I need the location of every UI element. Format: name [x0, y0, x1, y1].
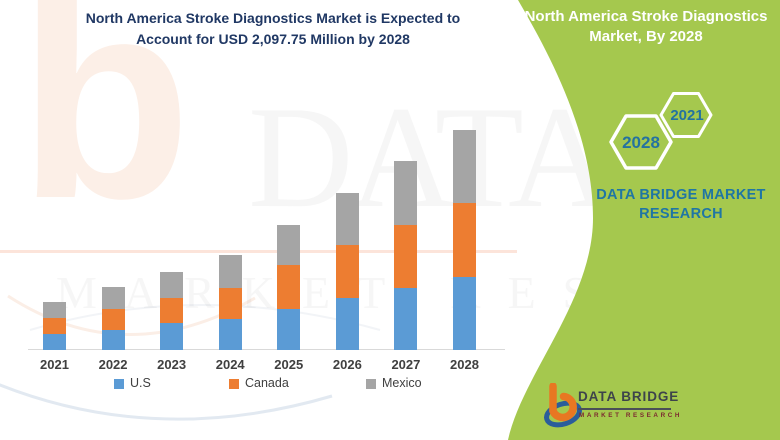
bar-segment-us-2027 [394, 287, 418, 350]
bar-segment-us-2021 [43, 334, 66, 350]
bar-segment-us-2028 [452, 276, 476, 350]
x-axis-line [28, 349, 505, 350]
side-panel-brand-line2: RESEARCH [639, 206, 723, 222]
bar-segment-canada-2026 [335, 245, 359, 298]
legend-swatch-mexico-icon [366, 379, 376, 389]
hexagon-2028-icon [609, 114, 673, 170]
side-panel-brand-line1: DATA BRIDGE MARKET [596, 187, 766, 203]
bar-segment-canada-2028 [452, 203, 476, 277]
legend-label-mexico: Mexico [382, 376, 422, 390]
watermark-stripe [0, 250, 517, 253]
watermark-b-letter: b [18, 0, 192, 258]
x-axis-label-2023: 2023 [157, 357, 187, 372]
x-axis-label-2025: 2025 [274, 357, 304, 372]
bar-segment-canada-2022 [101, 309, 125, 330]
bar-segment-us-2026 [335, 297, 359, 350]
x-axis-label-2028: 2028 [450, 357, 479, 372]
side-panel-heading-line2: Market, By 2028 [589, 28, 703, 45]
hexagon-2028-label: 2028 [622, 133, 660, 152]
bar-segment-us-2024 [218, 318, 242, 350]
hexagon-2021-label: 2021 [670, 107, 704, 124]
green-panel-shape [508, 0, 780, 440]
bar-segment-canada-2024 [218, 287, 242, 319]
bar-segment-us-2023 [160, 323, 184, 350]
x-axis-label-2027: 2027 [391, 357, 421, 372]
footer-brand-underline [578, 408, 671, 410]
green-panel [508, 0, 780, 440]
side-panel-heading: North America Stroke Diagnostics Market,… [516, 7, 776, 47]
footer-brand-text: DATA BRIDGE [578, 389, 680, 404]
side-panel-heading-line1: North America Stroke Diagnostics [524, 8, 768, 25]
legend-label-us: U.S [130, 376, 151, 390]
x-axis-label-2021: 2021 [40, 357, 69, 372]
bar-segment-mexico-2021 [43, 301, 66, 318]
bar-segment-mexico-2024 [218, 254, 242, 288]
bar-segment-canada-2021 [43, 317, 66, 335]
bar-segment-mexico-2027 [394, 161, 418, 225]
bar-segment-canada-2025 [277, 265, 301, 310]
bar-segment-mexico-2028 [452, 130, 476, 204]
bar-segment-mexico-2026 [335, 192, 359, 246]
legend-label-canada: Canada [245, 376, 289, 390]
legend-swatch-us-icon [114, 379, 124, 389]
side-panel-brand: DATA BRIDGE MARKET RESEARCH [587, 186, 775, 224]
x-axis-label-2024: 2024 [215, 357, 245, 372]
bar-segment-us-2022 [101, 329, 125, 350]
footer-tagline-text: MARKET RESEARCH [579, 412, 683, 419]
legend-swatch-canada-icon [229, 379, 239, 389]
x-axis-label-2022: 2022 [98, 357, 128, 372]
hexagons-graphic [609, 92, 713, 170]
bar-segment-canada-2027 [394, 224, 418, 288]
bar-segment-mexico-2025 [277, 225, 301, 266]
bar-segment-us-2025 [277, 309, 301, 350]
x-axis-label-2026: 2026 [332, 357, 362, 372]
bar-segment-canada-2023 [160, 297, 184, 324]
chart-title-line1: North America Stroke Diagnostics Market … [85, 10, 461, 26]
bar-segment-mexico-2023 [160, 271, 184, 298]
chart-title-line2: Account for USD 2,097.75 Million by 2028 [136, 31, 410, 47]
hexagon-2021-icon [659, 92, 713, 138]
chart-title: North America Stroke Diagnostics Market … [42, 8, 504, 50]
bar-segment-mexico-2022 [101, 287, 125, 310]
